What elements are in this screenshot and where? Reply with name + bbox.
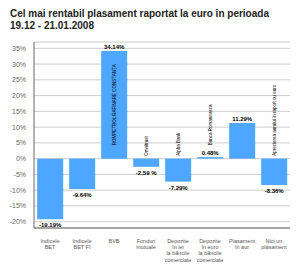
- svg-text:10%: 10%: [12, 124, 26, 131]
- svg-text:-8.36%: -8.36%: [265, 188, 285, 194]
- svg-text:-19.19%: -19.19%: [39, 222, 62, 228]
- svg-text:BVB: BVB: [108, 238, 119, 244]
- svg-text:-5%: -5%: [14, 171, 26, 178]
- svg-text:Plasamentîn aur: Plasamentîn aur: [229, 238, 255, 250]
- svg-text:Fondurimutuale: Fondurimutuale: [136, 238, 156, 250]
- svg-text:35%: 35%: [12, 45, 26, 52]
- svg-text:34.14%: 34.14%: [104, 44, 125, 50]
- svg-text:30%: 30%: [12, 61, 26, 68]
- svg-text:-2.59 %: -2.59 %: [136, 170, 157, 176]
- svg-text:Depoziteîn leila băncilecomerc: Depoziteîn leila băncilecomerciale: [165, 238, 192, 262]
- svg-text:IndiceleBET: IndiceleBET: [41, 238, 60, 250]
- svg-text:0%: 0%: [16, 155, 26, 162]
- svg-text:0.48%: 0.48%: [202, 150, 220, 156]
- svg-text:5%: 5%: [16, 139, 26, 146]
- svg-text:-15%: -15%: [10, 202, 26, 209]
- svg-text:IndiceleBET FI: IndiceleBET FI: [73, 238, 92, 250]
- svg-text:-7.29%: -7.29%: [169, 185, 189, 191]
- svg-text:25%: 25%: [12, 76, 26, 83]
- svg-text:Omnitrust: Omnitrust: [144, 135, 149, 155]
- svg-text:-20%: -20%: [10, 218, 26, 225]
- svg-text:-9.64%: -9.64%: [73, 192, 93, 198]
- svg-text:20%: 20%: [12, 92, 26, 99]
- svg-text:15%: 15%: [12, 108, 26, 115]
- svg-text:Alpha Bank: Alpha Bank: [176, 132, 181, 156]
- svg-text:Banca Romaneasca: Banca Romaneasca: [208, 104, 213, 145]
- svg-text:ROMPETROL RAFINARE CONSTANŢA: ROMPETROL RAFINARE CONSTANŢA: [112, 64, 117, 145]
- svg-text:Nici unplasament: Nici unplasament: [261, 238, 287, 250]
- svg-text:-10%: -10%: [10, 187, 26, 194]
- html-text:Cel mai rentabil plasament rap: Cel mai rentabil plasament raportat la e…: [10, 8, 269, 31]
- svg-text:11.29%: 11.29%: [232, 116, 253, 122]
- svg-text:Aprecierea aurului în raport c: Aprecierea aurului în raport cu euro: [272, 84, 277, 155]
- svg-text:Depoziteîn eurola băncilecomer: Depoziteîn eurola băncilecomerciale: [197, 238, 224, 262]
